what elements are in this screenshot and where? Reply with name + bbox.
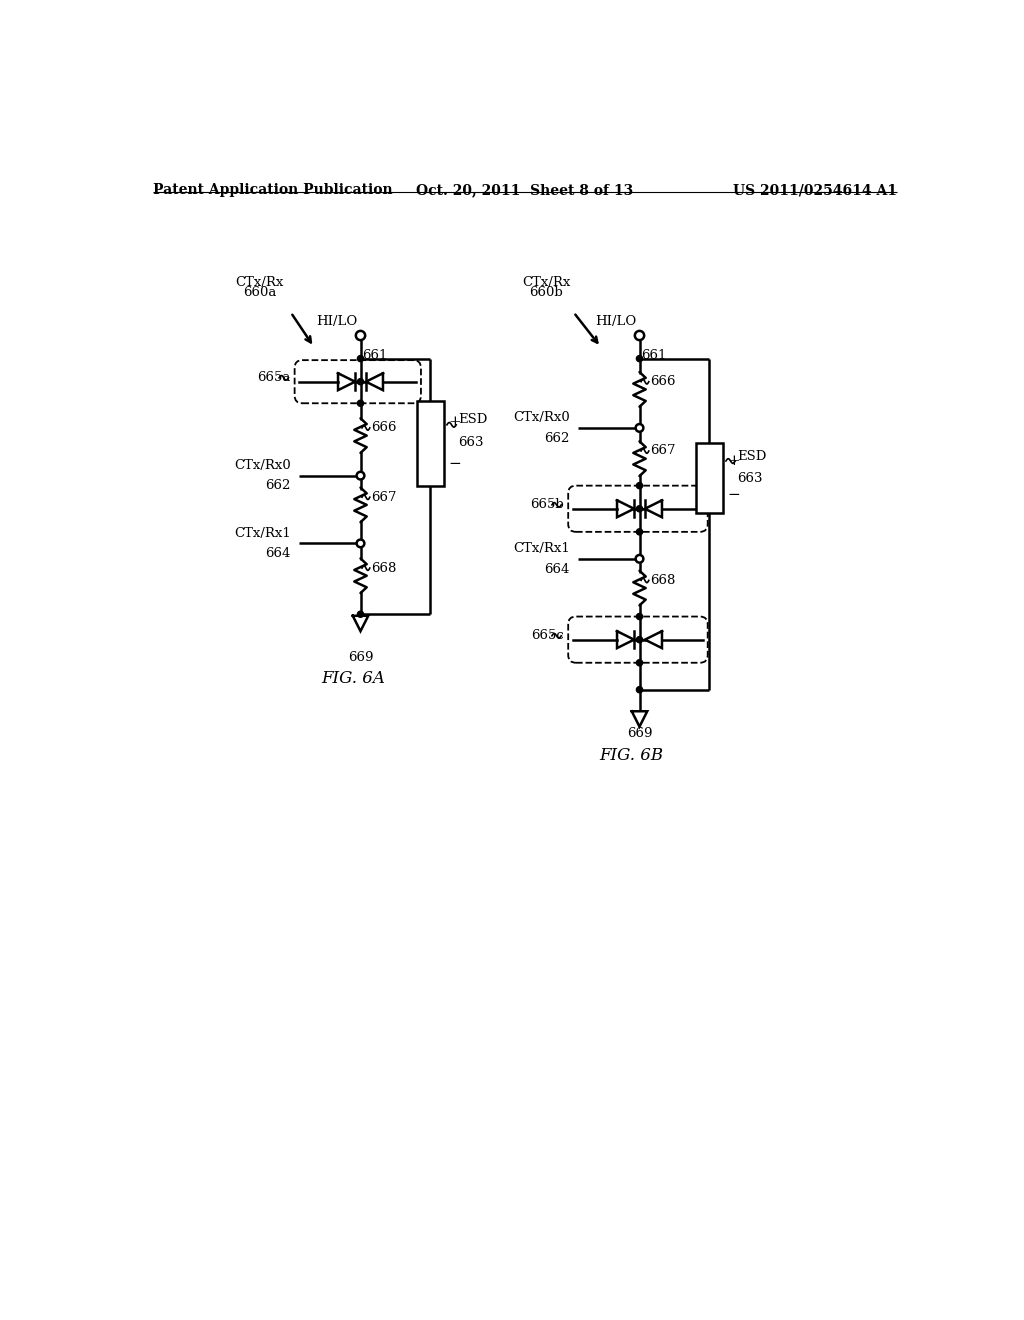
Circle shape bbox=[636, 355, 643, 362]
Text: CTx/Rx0: CTx/Rx0 bbox=[513, 411, 569, 424]
Text: ESD: ESD bbox=[736, 450, 766, 462]
Text: 660a: 660a bbox=[243, 285, 276, 298]
Text: HI/LO: HI/LO bbox=[316, 314, 357, 327]
Text: CTx/Rx: CTx/Rx bbox=[236, 276, 284, 289]
Text: 663: 663 bbox=[458, 436, 483, 449]
Circle shape bbox=[636, 529, 643, 535]
Circle shape bbox=[357, 379, 364, 385]
Circle shape bbox=[356, 471, 365, 479]
Circle shape bbox=[636, 554, 643, 562]
Circle shape bbox=[636, 556, 643, 562]
Circle shape bbox=[357, 611, 364, 618]
Text: +: + bbox=[727, 454, 740, 467]
Circle shape bbox=[636, 425, 643, 432]
Text: 666: 666 bbox=[650, 375, 676, 388]
Text: 662: 662 bbox=[265, 479, 291, 492]
Circle shape bbox=[636, 636, 643, 643]
Circle shape bbox=[357, 540, 364, 546]
Text: CTx/Rx1: CTx/Rx1 bbox=[234, 527, 291, 540]
Text: 665c: 665c bbox=[531, 630, 564, 643]
Circle shape bbox=[636, 614, 643, 619]
Circle shape bbox=[635, 331, 644, 341]
Text: CTx/Rx1: CTx/Rx1 bbox=[513, 543, 569, 554]
Circle shape bbox=[636, 506, 643, 512]
Bar bbox=[695, 444, 723, 512]
Circle shape bbox=[357, 473, 364, 479]
Text: US 2011/0254614 A1: US 2011/0254614 A1 bbox=[733, 183, 897, 197]
Text: ESD: ESD bbox=[458, 413, 487, 426]
Text: FIG. 6B: FIG. 6B bbox=[600, 747, 664, 764]
Text: 662: 662 bbox=[545, 432, 569, 445]
Text: 665a: 665a bbox=[257, 371, 291, 384]
Text: 663: 663 bbox=[736, 471, 762, 484]
Circle shape bbox=[356, 331, 366, 341]
Text: CTx/Rx: CTx/Rx bbox=[522, 276, 570, 289]
Text: 664: 664 bbox=[265, 548, 291, 560]
Circle shape bbox=[636, 424, 643, 432]
Text: 665b: 665b bbox=[530, 499, 564, 511]
Text: Oct. 20, 2011  Sheet 8 of 13: Oct. 20, 2011 Sheet 8 of 13 bbox=[416, 183, 634, 197]
Text: +: + bbox=[449, 414, 461, 429]
Text: Patent Application Publication: Patent Application Publication bbox=[153, 183, 392, 197]
Circle shape bbox=[357, 400, 364, 407]
Text: CTx/Rx0: CTx/Rx0 bbox=[234, 459, 291, 471]
Circle shape bbox=[356, 540, 365, 548]
Text: 669: 669 bbox=[627, 726, 652, 739]
Text: −: − bbox=[727, 488, 740, 503]
Text: FIG. 6A: FIG. 6A bbox=[321, 671, 385, 688]
Text: 664: 664 bbox=[545, 562, 569, 576]
Text: 668: 668 bbox=[372, 561, 396, 574]
Circle shape bbox=[636, 660, 643, 665]
Circle shape bbox=[357, 355, 364, 362]
Circle shape bbox=[636, 483, 643, 488]
Text: 661: 661 bbox=[362, 350, 387, 363]
Text: 667: 667 bbox=[650, 445, 676, 458]
Circle shape bbox=[636, 686, 643, 693]
Bar bbox=[417, 401, 443, 486]
Text: −: − bbox=[449, 458, 461, 471]
Text: 668: 668 bbox=[650, 574, 676, 587]
Text: 660b: 660b bbox=[529, 285, 563, 298]
Text: 667: 667 bbox=[372, 491, 397, 504]
Text: 661: 661 bbox=[641, 350, 667, 363]
Text: HI/LO: HI/LO bbox=[595, 314, 636, 327]
Text: 666: 666 bbox=[372, 421, 397, 434]
Text: 669: 669 bbox=[348, 651, 374, 664]
